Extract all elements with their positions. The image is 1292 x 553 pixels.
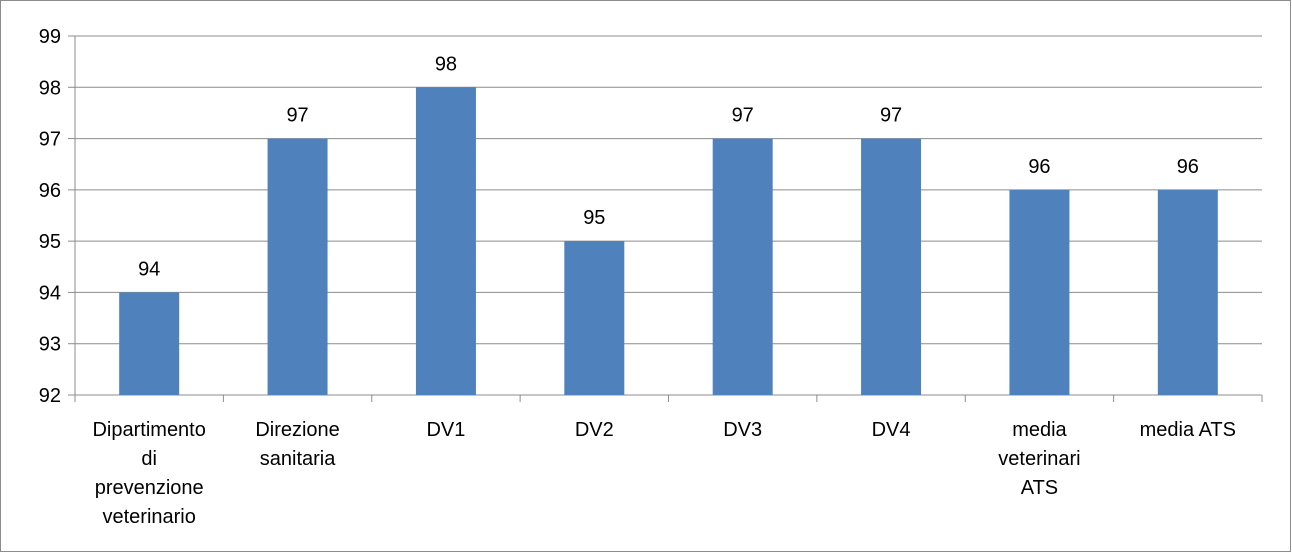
data-label: 96 [1177, 156, 1199, 178]
bar [712, 138, 773, 396]
data-label: 98 [435, 53, 457, 75]
bar [119, 292, 180, 395]
data-label: 97 [880, 105, 902, 127]
data-label: 96 [1028, 156, 1050, 178]
x-tick-label: Dipartimento di prevenzione veterinario [92, 419, 205, 528]
data-label: 97 [732, 105, 754, 127]
x-tick-label: Direzione sanitaria [255, 419, 339, 470]
y-tick-label: 97 [39, 129, 61, 151]
bar [1157, 189, 1218, 395]
y-tick-label: 98 [39, 77, 61, 99]
x-tick-label: media veterinari ATS [998, 419, 1080, 499]
x-tick-label: DV4 [872, 419, 911, 441]
y-tick-label: 94 [39, 282, 61, 304]
x-tick-label: media ATS [1140, 419, 1236, 441]
bar [861, 138, 922, 396]
x-tick-label: DV3 [723, 419, 762, 441]
y-tick-label: 95 [39, 231, 61, 253]
data-label: 94 [138, 258, 160, 280]
bar [1009, 189, 1070, 395]
x-tick-label: DV1 [426, 419, 465, 441]
bar [415, 87, 476, 396]
x-tick-label: DV2 [575, 419, 614, 441]
y-tick-label: 93 [39, 334, 61, 356]
bar [267, 138, 328, 396]
y-tick-label: 96 [39, 180, 61, 202]
data-label: 95 [583, 207, 605, 229]
y-tick-label: 99 [39, 26, 61, 48]
y-tick-label: 92 [39, 385, 61, 407]
bar [564, 241, 625, 395]
data-label: 97 [286, 105, 308, 127]
